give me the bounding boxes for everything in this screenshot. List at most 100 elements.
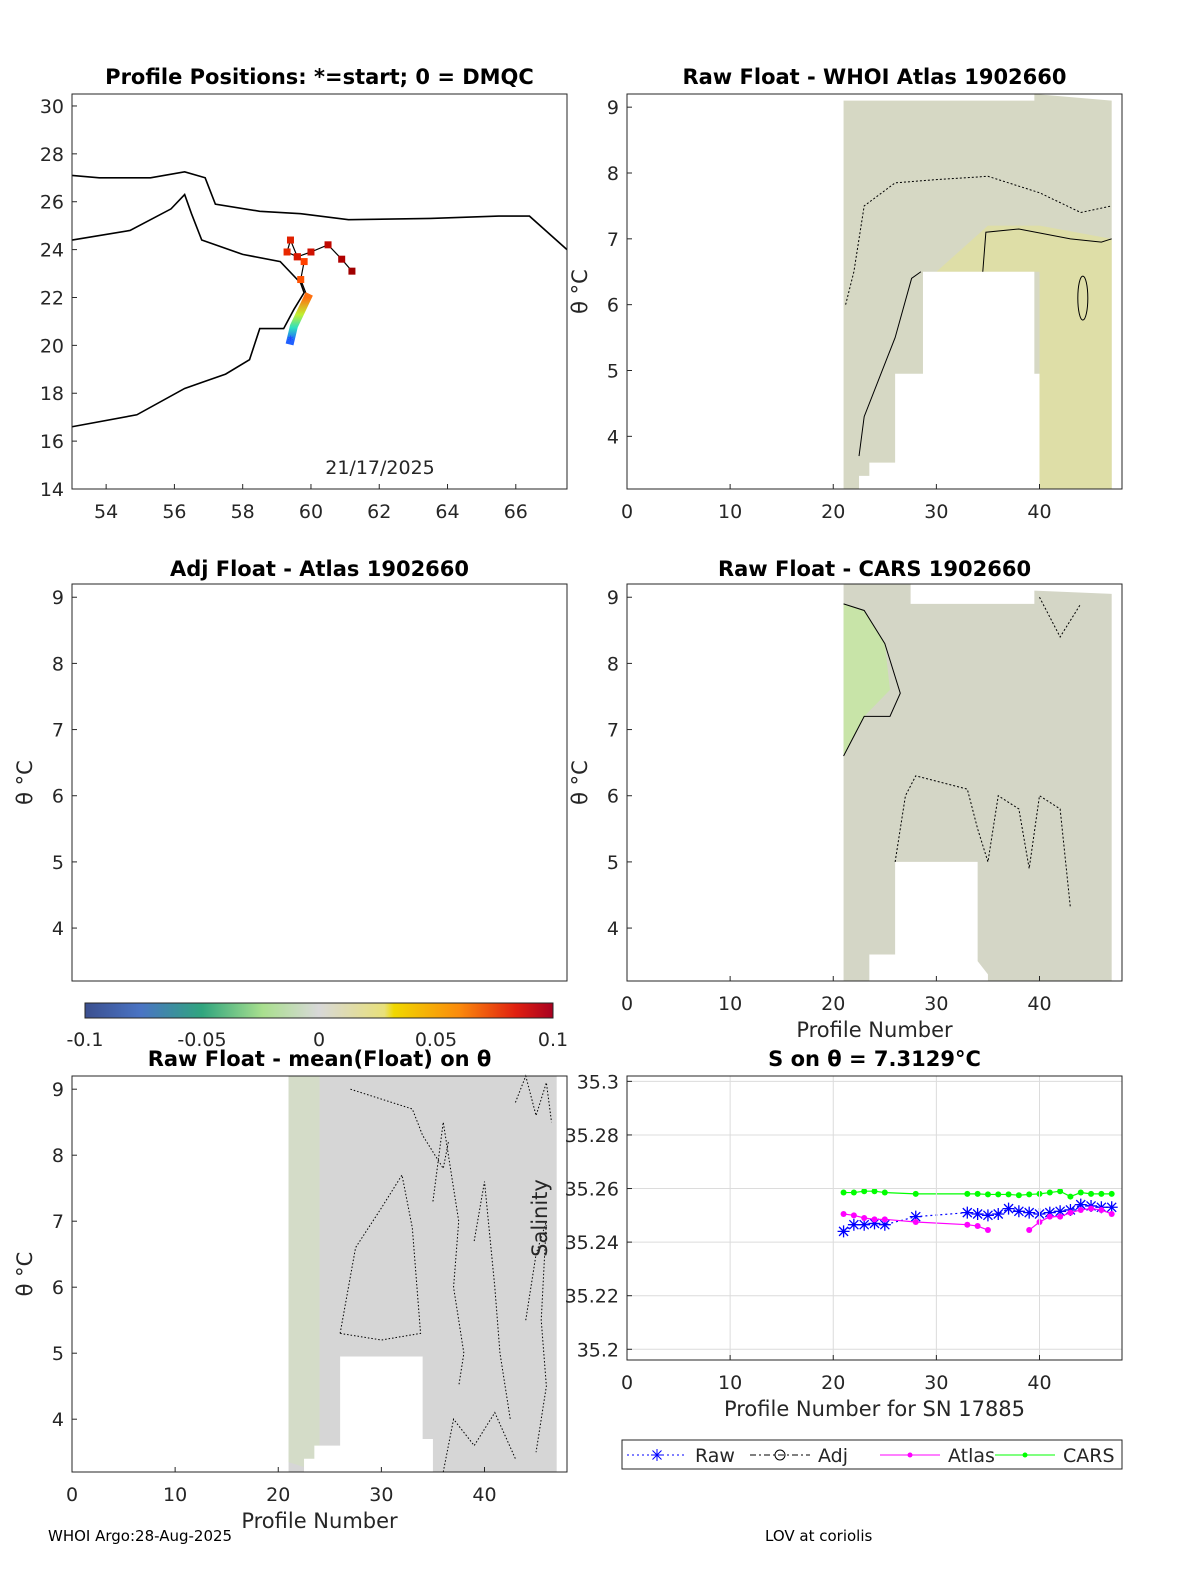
data-point-raw — [878, 1218, 891, 1231]
x-tick-label: 20 — [821, 501, 845, 523]
cars-title: Raw Float - CARS 1902660 — [718, 557, 1031, 581]
x-tick-label: 10 — [163, 1484, 187, 1506]
data-point-atlas — [861, 1215, 868, 1221]
data-point-cars — [1077, 1189, 1084, 1196]
y-tick-label: 8 — [607, 653, 619, 675]
y-tick-label: 35.2 — [577, 1339, 619, 1361]
mean-frame — [71, 1075, 568, 1473]
data-point-cars — [984, 1191, 991, 1198]
atlas-ylabel: θ °C — [568, 269, 592, 314]
map-title: Profile Positions: *=start; 0 = DMQC — [105, 65, 534, 89]
y-tick-label: 7 — [607, 720, 619, 742]
y-tick-label: 6 — [607, 786, 619, 808]
contour — [432, 1122, 465, 1387]
data-point-atlas — [1026, 1227, 1033, 1234]
y-tick-label: 24 — [40, 240, 64, 262]
footer-left: WHOI Argo:28-Aug-2025 — [48, 1527, 233, 1545]
salinity-ylabel: Salinity — [528, 1179, 552, 1257]
data-point-atlas — [984, 1227, 991, 1234]
x-tick-label: 58 — [231, 501, 255, 523]
x-tick-label: 10 — [718, 993, 742, 1015]
y-tick-label: 14 — [40, 479, 64, 501]
data-point-raw — [1002, 1202, 1015, 1215]
data-point-cars — [1015, 1192, 1022, 1199]
y-tick-label: 5 — [52, 1343, 64, 1365]
contour — [1077, 275, 1089, 321]
salinity-frame — [626, 1075, 1123, 1361]
y-tick-label: 8 — [607, 163, 619, 185]
contour — [845, 175, 1112, 305]
contour — [339, 1173, 422, 1341]
x-tick-label: 30 — [924, 1372, 948, 1394]
y-tick-label: 22 — [40, 287, 64, 309]
contour — [858, 271, 922, 457]
data-point-cars — [881, 1189, 888, 1196]
y-tick-label: 18 — [40, 383, 64, 405]
adj-ylabel: θ °C — [13, 760, 37, 805]
contour — [982, 228, 1112, 272]
legend-marker-raw — [651, 1449, 663, 1461]
x-tick-label: 30 — [924, 501, 948, 523]
contour — [514, 1074, 553, 1123]
x-tick-label: 10 — [718, 1372, 742, 1394]
x-tick-label: 0 — [66, 1484, 78, 1506]
data-point-atlas — [840, 1210, 847, 1217]
salinity-axes: 0 10 20 30 40 35.2 35.22 35.24 35.26 35.28 35.3 S o… — [528, 1047, 1123, 1421]
x-tick-label: 40 — [1027, 1372, 1051, 1394]
data-point-atlas — [850, 1212, 857, 1219]
data-point-raw — [837, 1225, 850, 1238]
y-tick-label: 30 — [40, 96, 64, 118]
x-tick-label: 54 — [94, 501, 118, 523]
cars-plot — [843, 584, 1112, 981]
data-point-cars — [840, 1189, 847, 1196]
data-point-raw — [961, 1206, 974, 1219]
x-tick-label: 56 — [162, 501, 186, 523]
y-tick-label: 5 — [52, 852, 64, 874]
atlas-gap — [859, 271, 1040, 489]
legend-marker-atlas — [907, 1452, 913, 1458]
float-track — [286, 238, 353, 298]
legend-marker-cars — [1022, 1452, 1028, 1458]
contour — [350, 1088, 449, 1170]
data-point-raw — [1012, 1205, 1025, 1218]
y-tick-label: 6 — [52, 786, 64, 808]
profile-marker — [293, 253, 301, 261]
mean-ylabel: θ °C — [13, 1252, 37, 1297]
cars-axes: 0 10 20 30 40 4 5 6 7 8 9 Raw Float - CARS 1902660 P… — [568, 557, 1123, 1042]
data-point-cars — [1108, 1190, 1115, 1197]
y-tick-label: 7 — [52, 720, 64, 742]
map-frame — [71, 93, 568, 490]
y-tick-label: 4 — [607, 918, 619, 940]
atlas-plot — [843, 94, 1112, 489]
legend-label-adj: Adj — [818, 1445, 848, 1467]
x-tick-label: 20 — [266, 1484, 290, 1506]
profile-marker — [300, 258, 308, 266]
y-tick-label: 7 — [52, 1211, 64, 1233]
data-point-cars — [964, 1190, 971, 1197]
contour — [894, 775, 1071, 909]
atlas-frame — [626, 93, 1123, 490]
x-tick-label: 20 — [821, 993, 845, 1015]
mean-axes: 0 10 20 30 40 4 5 6 7 8 9 Raw Float - mean(Float) o… — [13, 1047, 568, 1533]
x-tick-label: 66 — [504, 501, 528, 523]
data-point-atlas — [1088, 1205, 1095, 1212]
x-tick-label: 62 — [367, 501, 391, 523]
cars-field-cool — [843, 603, 890, 757]
data-point-cars — [995, 1191, 1002, 1198]
colorbar-tick-label: -0.1 — [66, 1029, 103, 1051]
data-point-cars — [850, 1189, 857, 1196]
cars-gap — [869, 861, 988, 981]
y-tick-label: 35.28 — [565, 1125, 619, 1147]
y-tick-label: 4 — [607, 426, 619, 448]
data-point-raw — [1105, 1201, 1118, 1214]
y-tick-label: 9 — [607, 587, 619, 609]
cars-xlabel: Profile Number — [796, 1018, 953, 1042]
x-tick-label: 30 — [924, 993, 948, 1015]
adj-title: Adj Float - Atlas 1902660 — [170, 557, 469, 581]
cars-ylabel: θ °C — [568, 760, 592, 805]
data-point-raw — [981, 1209, 994, 1222]
colorbar-tick-label: -0.05 — [177, 1029, 226, 1051]
profile-marker — [307, 248, 315, 256]
data-point-cars — [974, 1190, 981, 1197]
contour — [843, 603, 901, 757]
